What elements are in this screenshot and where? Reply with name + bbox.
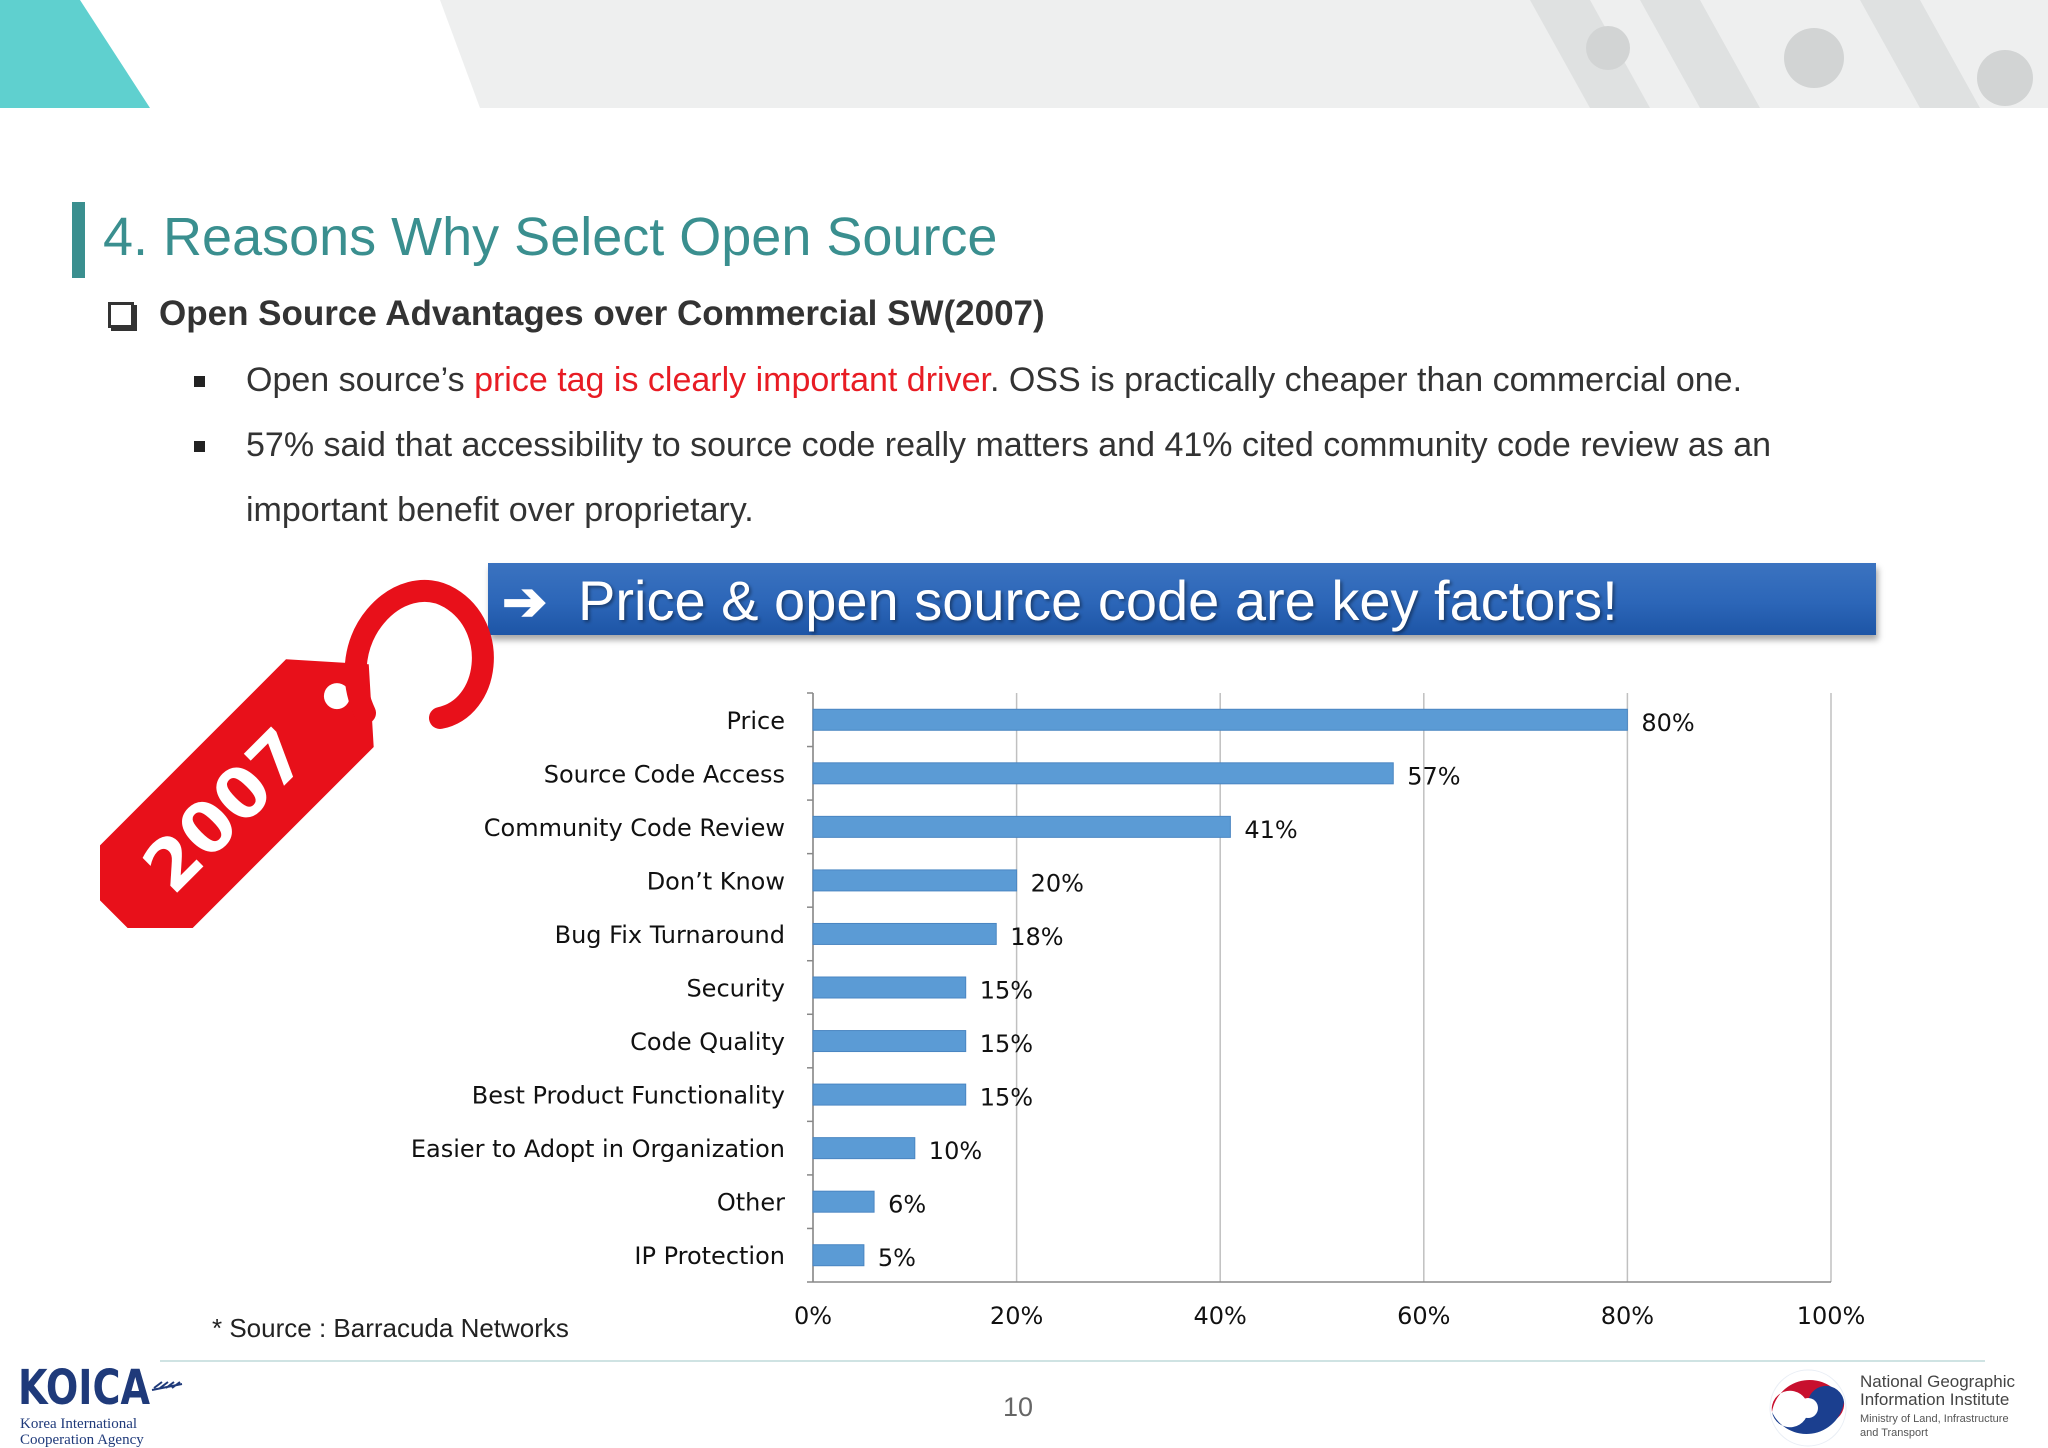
koica-logo: KOICA Korea International Cooperation Ag… — [18, 1362, 183, 1447]
bar-chart: Price Source Code Access Community Code Re… — [411, 692, 1865, 1330]
bullet-1-highlight: price tag is clearly important driver — [474, 361, 990, 399]
category-label: Don’t Know — [647, 867, 785, 895]
x-tick-label: 80% — [1601, 1302, 1654, 1330]
callout-banner — [488, 563, 1876, 635]
data-label: 15% — [980, 1084, 1033, 1112]
header-banner — [0, 0, 2048, 108]
data-label: 20% — [1031, 869, 1084, 897]
koica-logo-name: KOICA — [18, 1362, 150, 1416]
data-label: 80% — [1641, 709, 1694, 737]
category-label: Bug Fix Turnaround — [555, 921, 785, 949]
page-number: 10 — [1003, 1392, 1034, 1422]
x-tick-label: 40% — [1194, 1302, 1247, 1330]
x-tick-label: 20% — [990, 1302, 1043, 1330]
taegeuk-emblem-icon — [1769, 1369, 1847, 1447]
title-accent-bar — [72, 202, 85, 278]
bullet-1-before: Open source’s — [246, 361, 475, 399]
x-tick-label: 100% — [1797, 1302, 1866, 1330]
square-bullet-icon — [194, 441, 205, 452]
x-tick-label: 60% — [1397, 1302, 1450, 1330]
ngii-logo: National Geographic Information Institut… — [1769, 1369, 2015, 1447]
bullet-text-2-line1: 57% said that accessibility to source co… — [246, 426, 1772, 464]
chart-bars — [812, 708, 1628, 1267]
category-label: Code Quality — [630, 1028, 785, 1056]
teal-accent-shape — [0, 0, 150, 108]
category-label: Source Code Access — [544, 760, 785, 788]
bar — [812, 976, 967, 999]
bar — [812, 1083, 967, 1106]
square-bullet-icon — [194, 376, 205, 387]
arrow-right-icon: ➔ — [502, 572, 548, 632]
data-label: 41% — [1244, 816, 1297, 844]
bar — [812, 1244, 865, 1267]
category-label: Easier to Adopt in Organization — [411, 1135, 785, 1163]
tag-string — [344, 580, 494, 729]
chart-x-tick-labels: 0% 20% 40% 60% 80% 100% — [794, 1302, 1865, 1330]
category-label: Other — [717, 1189, 785, 1217]
data-label: 6% — [888, 1191, 926, 1219]
bar — [812, 922, 997, 945]
bar — [812, 708, 1628, 731]
callout-text: Price & open source code are key factors… — [578, 569, 1618, 632]
category-label: Price — [726, 707, 785, 735]
bar — [812, 762, 1394, 785]
data-label: 15% — [980, 1030, 1033, 1058]
price-tag-graphic: 2007 — [100, 580, 494, 928]
bullet-1-after: . OSS is practically cheaper than commer… — [989, 361, 1743, 399]
ngii-logo-line1: National Geographic — [1860, 1372, 2015, 1391]
category-label: IP Protection — [634, 1242, 785, 1270]
bar — [812, 1190, 875, 1213]
subheading: Open Source Advantages over Commercial S… — [159, 294, 1045, 333]
bar — [812, 815, 1231, 838]
category-label: Community Code Review — [484, 814, 785, 842]
bar — [812, 1137, 916, 1160]
ngii-logo-line4: and Transport — [1860, 1427, 1928, 1439]
x-tick-label: 0% — [794, 1302, 832, 1330]
bar — [812, 869, 1018, 892]
ngii-logo-line3: Ministry of Land, Infrastructure — [1860, 1413, 2009, 1425]
page-title: 4. Reasons Why Select Open Source — [103, 207, 998, 267]
data-label: 10% — [929, 1137, 982, 1165]
footer-divider — [160, 1360, 1985, 1362]
data-label: 15% — [980, 977, 1033, 1005]
chart-value-labels: 80% 57% 41% 20% 18% 15% 15% 15% 10%6% 5% — [878, 709, 1695, 1272]
bar — [812, 1030, 967, 1053]
chart-category-labels: Price Source Code Access Community Code Re… — [411, 707, 785, 1270]
ngii-logo-line2: Information Institute — [1860, 1390, 2009, 1409]
category-label: Best Product Functionality — [472, 1082, 785, 1110]
source-note: * Source : Barracuda Networks — [212, 1313, 569, 1343]
data-label: 57% — [1407, 762, 1460, 790]
category-label: Security — [686, 975, 785, 1003]
koica-logo-line2: Cooperation Agency — [20, 1432, 144, 1447]
bullet-text-2-line2: important benefit over proprietary. — [246, 491, 754, 529]
data-label: 18% — [1010, 923, 1063, 951]
koica-logo-line1: Korea International — [20, 1416, 137, 1432]
bullet-text-1: Open source’s price tag is clearly impor… — [246, 361, 1742, 400]
checkbox-bullet-icon — [108, 302, 134, 328]
data-label: 5% — [878, 1244, 916, 1272]
